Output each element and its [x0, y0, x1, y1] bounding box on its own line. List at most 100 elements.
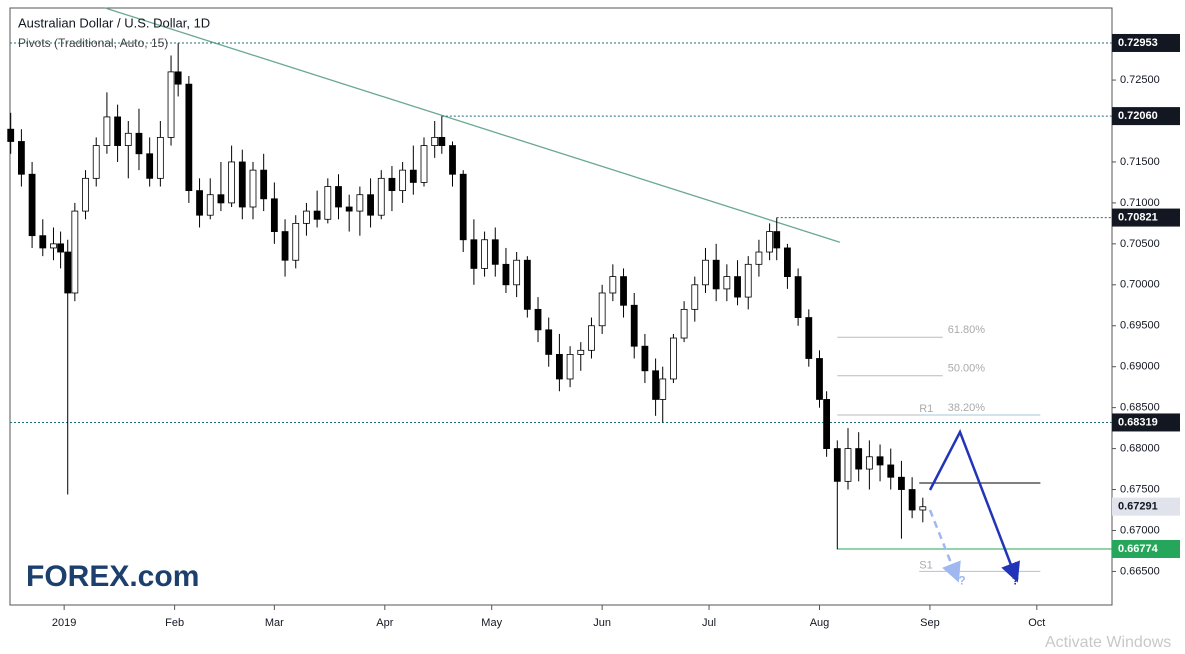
y-tick-label: 0.69000 — [1120, 361, 1160, 373]
candle-body — [174, 71, 182, 85]
candle-body — [82, 177, 89, 212]
candle-body — [28, 173, 36, 237]
candle-body — [324, 186, 332, 220]
candle-body — [630, 304, 638, 347]
candle-body — [438, 136, 446, 146]
candle-body — [185, 83, 193, 192]
candle-body — [39, 235, 47, 249]
y-tick-label: 0.71000 — [1120, 197, 1160, 209]
y-tick-label: 0.69500 — [1120, 320, 1160, 332]
level-tag — [1112, 413, 1180, 432]
candle-body — [196, 190, 203, 216]
annotation: ? — [1012, 573, 1019, 587]
candle-body — [712, 259, 720, 290]
candle-body — [887, 464, 895, 478]
candle-body — [228, 161, 236, 204]
watermark: Activate Windows — [1045, 634, 1171, 649]
x-tick-label: Jun — [593, 617, 611, 629]
chart-title: Australian Dollar / U.S. Dollar, 1D — [18, 15, 210, 30]
candle-body — [908, 489, 916, 511]
candle-body — [64, 251, 72, 294]
candle-body — [377, 177, 385, 216]
candle-body — [598, 292, 606, 327]
candle-body — [734, 276, 741, 298]
candle-body — [92, 145, 100, 179]
logo: FOREX.com — [26, 560, 199, 593]
x-tick-label: Mar — [265, 617, 284, 629]
candle-body — [794, 276, 802, 318]
candle-body — [876, 456, 884, 466]
candle-body — [491, 239, 499, 265]
x-tick-label: Feb — [165, 617, 184, 629]
y-tick-label: 0.70000 — [1120, 279, 1160, 291]
candle-body — [470, 239, 478, 269]
candle-body — [680, 308, 688, 339]
candle-body — [784, 247, 791, 278]
x-tick-label: Jul — [702, 617, 716, 629]
x-tick-label: 2019 — [52, 617, 76, 629]
level-tag — [1112, 208, 1180, 227]
candle-body — [449, 145, 456, 175]
candle-body — [755, 251, 763, 265]
candle-body — [50, 243, 57, 249]
x-tick-label: Sep — [920, 617, 940, 629]
candle-body — [805, 317, 813, 359]
candle-body — [659, 378, 667, 400]
candle-body — [388, 177, 396, 192]
candle-body — [844, 448, 852, 482]
candle-body — [481, 239, 488, 269]
candle-body — [620, 276, 627, 306]
candle-body — [691, 284, 699, 310]
level-tag — [1112, 497, 1180, 516]
candle-body — [744, 263, 752, 298]
candle-body — [292, 222, 300, 261]
y-tick-label: 0.66500 — [1120, 565, 1160, 577]
candle-body — [670, 337, 677, 380]
candle-body — [367, 194, 374, 216]
candle-body — [523, 259, 531, 310]
level-label: 0.72060 — [1118, 110, 1158, 122]
level-label: 0.67291 — [1118, 501, 1158, 513]
y-tick-label: 0.67000 — [1120, 524, 1160, 536]
candle-body — [723, 276, 731, 290]
candle-body — [898, 476, 905, 490]
candle-body — [823, 399, 831, 449]
pivot-label: R1 — [919, 403, 933, 415]
level-label: 0.70821 — [1118, 211, 1158, 223]
candle-body — [865, 456, 873, 470]
candle-body — [260, 169, 268, 200]
candle-body — [833, 448, 841, 482]
candle-body — [577, 349, 585, 355]
candle-body — [313, 210, 321, 220]
candle-body — [356, 194, 364, 212]
candle-body — [609, 276, 617, 294]
candle-body — [513, 259, 521, 286]
candle-body — [566, 354, 574, 380]
candle-body — [7, 128, 15, 142]
y-tick-label: 0.70500 — [1120, 238, 1160, 250]
candle-body — [238, 161, 246, 208]
y-tick-label: 0.71500 — [1120, 156, 1160, 168]
fib-label: 61.80% — [948, 324, 986, 336]
candle-body — [816, 358, 823, 400]
x-tick-label: Aug — [810, 617, 830, 629]
candle-body — [303, 210, 310, 224]
candle-body — [855, 448, 863, 470]
level-label: 0.72953 — [1118, 37, 1158, 49]
candle-body — [57, 243, 64, 253]
candle-body — [124, 132, 132, 146]
candle-body — [652, 370, 659, 400]
candle-body — [588, 325, 595, 351]
candle-body — [399, 169, 407, 192]
x-tick-label: Apr — [376, 617, 393, 629]
projection-arrow-dashed — [928, 509, 961, 583]
level-label: 0.68319 — [1118, 416, 1158, 428]
candle-body — [919, 506, 927, 511]
candle-body — [641, 345, 649, 372]
x-tick-label: May — [481, 617, 502, 629]
y-tick-label: 0.68000 — [1120, 442, 1160, 454]
level-tag — [1112, 539, 1180, 558]
projection-arrow — [928, 428, 1020, 583]
